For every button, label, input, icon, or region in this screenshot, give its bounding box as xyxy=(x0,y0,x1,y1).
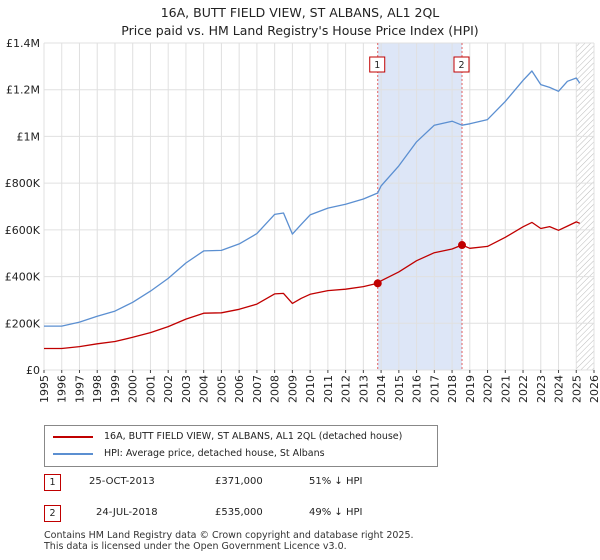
legend: 16A, BUTT FIELD VIEW, ST ALBANS, AL1 2QL… xyxy=(44,425,438,467)
x-tick-label: 1995 xyxy=(38,375,51,403)
y-tick-label: £1.4M xyxy=(6,37,40,50)
legend-hpi: HPI: Average price, detached house, St A… xyxy=(53,448,325,459)
x-tick-label: 2018 xyxy=(446,375,459,403)
hpi-line-swatch xyxy=(53,452,93,455)
x-tick-label: 2009 xyxy=(286,375,299,403)
y-tick-label: £200K xyxy=(5,317,41,330)
x-tick-label: 2001 xyxy=(144,375,157,403)
x-tick-label: 2003 xyxy=(180,375,193,403)
forecast-hatch-region xyxy=(576,43,594,370)
x-tick-label: 2020 xyxy=(482,375,495,403)
sale-label-box xyxy=(453,56,470,73)
legend-property: 16A, BUTT FIELD VIEW, ST ALBANS, AL1 2QL… xyxy=(53,431,402,442)
highlight-region xyxy=(377,43,462,370)
y-tick-label: £800K xyxy=(5,177,41,190)
legend-property-label: 16A, BUTT FIELD VIEW, ST ALBANS, AL1 2QL… xyxy=(104,431,403,442)
transaction-price: £535,000 xyxy=(215,507,263,518)
hpi-line xyxy=(44,70,581,327)
property-line-swatch xyxy=(53,435,93,438)
x-tick-label: 2013 xyxy=(357,375,370,403)
x-tick-label: 2026 xyxy=(588,375,600,403)
x-tick-label: 2025 xyxy=(570,375,583,403)
y-tick-label: £0 xyxy=(26,364,40,377)
transaction-date: 25-OCT-2013 xyxy=(89,476,155,487)
x-tick-label: 1997 xyxy=(73,375,86,403)
transaction-hpi-diff: 51% ↓ HPI xyxy=(309,476,363,487)
sale-point xyxy=(458,241,466,250)
footer-line-1: Contains HM Land Registry data © Crown c… xyxy=(44,530,414,541)
property-price-line xyxy=(44,221,581,350)
transaction-price: £371,000 xyxy=(215,476,263,487)
x-tick-label: 2017 xyxy=(428,375,441,403)
x-tick-label: 2000 xyxy=(127,375,140,403)
x-tick-label: 2011 xyxy=(322,375,335,403)
y-tick-label: £1M xyxy=(17,130,41,143)
sale-label-box xyxy=(369,56,386,73)
chart-subtitle: Price paid vs. HM Land Registry's House … xyxy=(121,23,478,38)
transaction-badge: 1 xyxy=(44,474,61,491)
sale-label: 1 xyxy=(374,60,380,71)
transaction-date: 24-JUL-2018 xyxy=(96,507,158,518)
x-tick-label: 2024 xyxy=(553,375,566,403)
x-tick-label: 1999 xyxy=(109,375,122,403)
transaction-hpi-diff: 49% ↓ HPI xyxy=(309,507,363,518)
price-chart: 16A, BUTT FIELD VIEW, ST ALBANS, AL1 2QL… xyxy=(5,5,600,403)
x-tick-label: 2007 xyxy=(251,375,264,403)
x-tick-label: 2022 xyxy=(517,375,530,403)
x-tick-label: 2015 xyxy=(393,375,406,403)
y-tick-label: £600K xyxy=(5,224,41,237)
footer-line-2: This data is licensed under the Open Gov… xyxy=(44,541,347,552)
plot-area xyxy=(44,43,594,370)
x-tick-label: 2019 xyxy=(464,375,477,403)
x-tick-label: 2021 xyxy=(499,375,512,403)
x-tick-label: 2006 xyxy=(233,375,246,403)
x-tick-label: 2004 xyxy=(198,375,211,403)
x-tick-label: 1996 xyxy=(56,375,69,403)
x-tick-label: 2005 xyxy=(215,375,228,403)
x-tick-label: 2023 xyxy=(535,375,548,403)
x-tick-label: 2014 xyxy=(375,375,388,403)
legend-hpi-label: HPI: Average price, detached house, St A… xyxy=(104,448,325,459)
x-tick-label: 2016 xyxy=(411,375,424,403)
sale-point xyxy=(373,279,382,288)
transaction-badge: 2 xyxy=(44,505,61,522)
chart-title: 16A, BUTT FIELD VIEW, ST ALBANS, AL1 2QL xyxy=(161,5,440,20)
x-tick-label: 1998 xyxy=(91,375,104,403)
x-tick-label: 2008 xyxy=(269,375,282,403)
x-tick-label: 2002 xyxy=(162,375,175,403)
x-tick-label: 2012 xyxy=(340,375,353,403)
x-tick-label: 2010 xyxy=(304,375,317,403)
sale-label: 2 xyxy=(458,60,464,71)
y-tick-label: £400K xyxy=(5,271,41,284)
y-tick-label: £1.2M xyxy=(6,84,40,97)
footer: Contains HM Land Registry data © Crown c… xyxy=(44,530,414,552)
